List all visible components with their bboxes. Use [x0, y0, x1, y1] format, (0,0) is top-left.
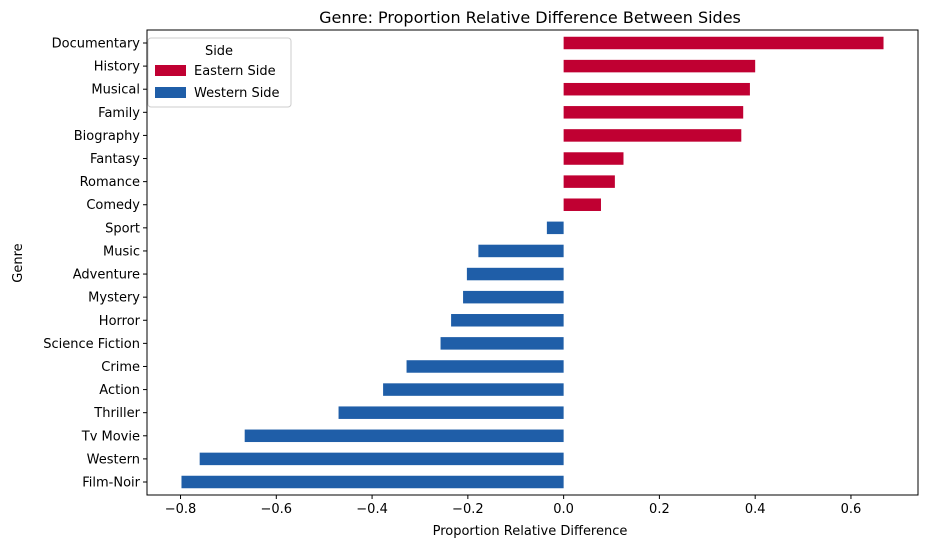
chart-title: Genre: Proportion Relative Difference Be…: [319, 8, 741, 27]
y-tick-label: Action: [99, 383, 140, 398]
x-tick-label: −0.4: [356, 502, 388, 517]
x-tick-label: −0.6: [261, 502, 293, 517]
bar-biography: [563, 129, 742, 142]
y-tick-label: Music: [103, 244, 140, 259]
bar-musical: [563, 82, 750, 96]
y-tick-label: Mystery: [88, 291, 140, 306]
legend: Side Eastern Side Western Side: [147, 37, 292, 108]
y-tick-label: Science Fiction: [43, 337, 140, 352]
x-axis-label: Proportion Relative Difference: [433, 524, 628, 539]
x-tick-label: 0.0: [553, 502, 574, 517]
bar-music: [478, 244, 564, 258]
bars-group: [181, 36, 884, 489]
legend-label-western: Western Side: [194, 86, 280, 101]
y-tick-label: Musical: [91, 83, 140, 98]
y-tick-labels: Documentary History Musical Family Biography…: [43, 37, 147, 491]
y-tick-label: Western: [87, 452, 140, 467]
bar-thriller: [338, 406, 564, 419]
y-tick-label: Documentary: [52, 37, 141, 52]
bar-science-fiction: [440, 337, 564, 350]
y-tick-label: Comedy: [86, 198, 140, 213]
legend-title: Side: [205, 44, 233, 59]
y-tick-label: Family: [98, 106, 140, 121]
x-tick-label: 0.2: [649, 502, 670, 517]
bar-mystery: [463, 290, 564, 304]
bar-sport: [546, 221, 564, 235]
bar-crime: [406, 360, 564, 373]
x-tick-label: 0.4: [745, 502, 766, 517]
x-tick-label: −0.8: [165, 502, 197, 517]
bar-family: [563, 106, 744, 119]
y-tick-label: Adventure: [73, 268, 140, 283]
y-tick-label: Sport: [105, 221, 140, 236]
y-tick-label: Horror: [99, 314, 141, 329]
bar-romance: [563, 175, 615, 188]
bar-action: [383, 383, 564, 396]
y-tick-label: Thriller: [93, 406, 140, 421]
x-tick-label: −0.2: [452, 502, 484, 517]
bar-tv-movie: [244, 429, 564, 443]
x-tick-labels: −0.8 −0.6 −0.4 −0.2 0.0 0.2 0.4 0.6: [165, 495, 862, 517]
bar-comedy: [563, 198, 601, 211]
x-tick-label: 0.6: [841, 502, 862, 517]
legend-swatch-eastern: [155, 65, 186, 76]
bar-horror: [451, 314, 564, 327]
y-axis-label: Genre: [11, 243, 26, 282]
bar-adventure: [466, 267, 564, 281]
bar-history: [563, 59, 756, 73]
y-tick-label: History: [94, 60, 141, 75]
bar-documentary: [563, 36, 884, 50]
y-tick-label: Romance: [80, 175, 140, 190]
bar-fantasy: [563, 152, 624, 165]
bar-western: [199, 452, 564, 466]
legend-label-eastern: Eastern Side: [194, 64, 276, 79]
y-tick-label: Crime: [101, 360, 140, 375]
plot-frame: [146, 29, 919, 496]
y-tick-label: Tv Movie: [81, 429, 140, 444]
y-tick-label: Biography: [74, 129, 141, 144]
bar-film-noir: [181, 475, 564, 489]
y-tick-label: Film-Noir: [82, 476, 140, 491]
y-tick-label: Fantasy: [90, 152, 140, 167]
legend-swatch-western: [155, 87, 186, 98]
